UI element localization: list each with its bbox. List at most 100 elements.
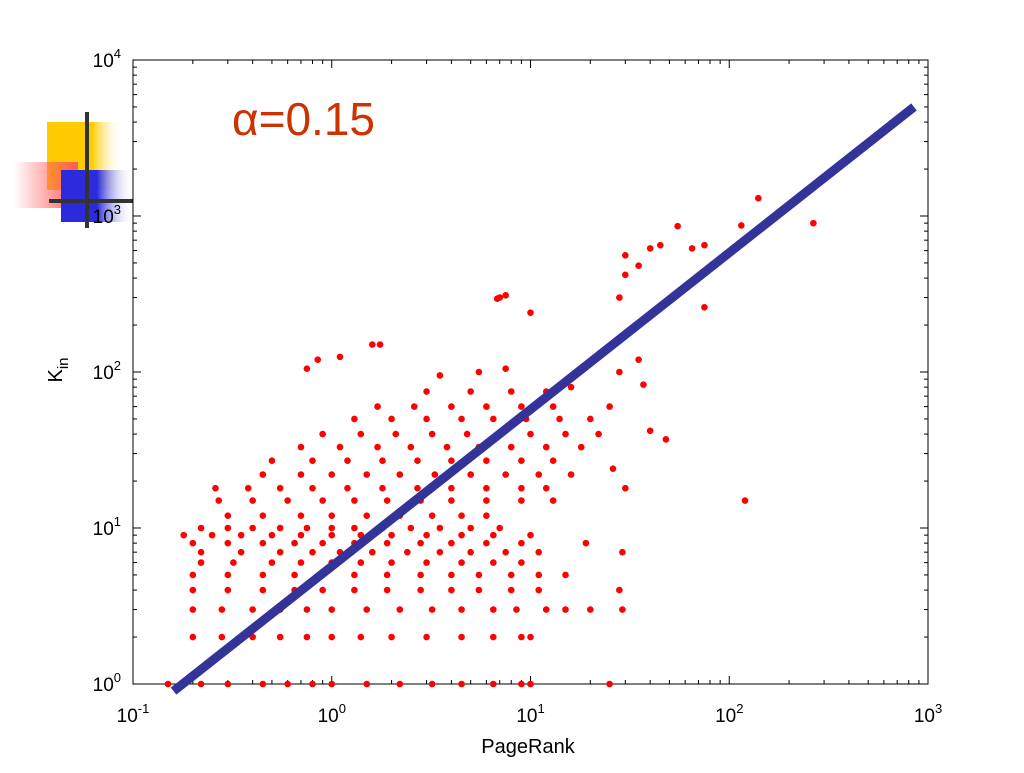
data-point — [467, 388, 474, 395]
data-point — [297, 559, 305, 566]
data-point — [448, 497, 455, 504]
data-point — [297, 512, 305, 519]
data-point — [344, 484, 351, 492]
data-point — [428, 512, 436, 519]
data-point — [249, 497, 256, 504]
data-point — [224, 680, 232, 688]
data-point — [249, 524, 256, 532]
data-point — [309, 548, 316, 556]
data-point — [443, 443, 451, 451]
data-point — [577, 443, 585, 451]
data-point — [259, 471, 267, 478]
x-tick-label: 103 — [914, 701, 942, 727]
data-point — [483, 403, 490, 410]
data-point — [303, 606, 311, 613]
data-point — [616, 368, 623, 376]
data-point — [392, 430, 400, 438]
data-point — [230, 559, 237, 566]
y-axis-label-subscript: in — [55, 357, 72, 369]
data-point — [357, 430, 365, 438]
data-point — [490, 633, 497, 641]
data-point — [502, 471, 509, 478]
data-point — [328, 524, 336, 532]
data-point — [587, 606, 594, 613]
data-point — [810, 219, 817, 227]
data-point — [423, 388, 430, 395]
data-point — [224, 586, 232, 594]
data-point — [268, 559, 276, 566]
data-point — [507, 571, 515, 579]
data-point — [414, 484, 421, 492]
data-point — [542, 443, 550, 451]
data-point — [407, 443, 415, 451]
data-point — [374, 403, 381, 410]
data-point — [646, 427, 654, 435]
data-point — [467, 471, 474, 478]
data-point — [436, 548, 444, 556]
data-point — [483, 497, 490, 504]
data-point — [619, 606, 626, 613]
data-point — [609, 465, 617, 472]
y-tick-label: 104 — [93, 46, 121, 72]
data-point — [297, 443, 305, 451]
data-point — [180, 531, 188, 539]
data-point — [741, 497, 749, 504]
x-tick-label: 10-1 — [117, 701, 150, 727]
data-point — [410, 403, 418, 410]
data-point — [328, 531, 336, 539]
data-point — [595, 430, 602, 438]
data-point — [518, 633, 525, 641]
data-point — [379, 484, 386, 492]
data-point — [396, 680, 404, 688]
data-point — [363, 606, 371, 613]
fit-line-group — [170, 103, 917, 695]
data-point — [527, 309, 534, 316]
data-point — [291, 571, 298, 579]
data-point — [458, 606, 465, 613]
data-point — [616, 586, 623, 594]
data-point — [396, 606, 404, 613]
data-point — [189, 586, 197, 594]
data-point — [562, 430, 569, 438]
data-point — [490, 680, 497, 688]
data-point — [428, 680, 436, 688]
data-point — [383, 497, 391, 504]
data-point — [428, 606, 436, 613]
data-point — [431, 471, 439, 478]
data-point — [507, 586, 515, 594]
data-point — [518, 403, 525, 410]
data-point — [351, 586, 358, 594]
x-tick-label: 100 — [318, 701, 346, 727]
data-point — [336, 353, 344, 361]
data-point — [582, 539, 590, 547]
x-tick-label: 102 — [715, 701, 743, 727]
data-point — [527, 680, 534, 688]
data-point — [490, 606, 497, 613]
data-point — [249, 606, 256, 613]
data-point — [314, 356, 322, 363]
data-point — [363, 512, 371, 519]
data-point — [549, 403, 557, 410]
data-point — [527, 633, 534, 641]
data-point — [259, 586, 267, 594]
data-point — [376, 341, 384, 348]
data-point — [458, 512, 465, 519]
data-point — [622, 271, 629, 279]
data-point — [535, 548, 543, 556]
data-point — [383, 539, 391, 547]
data-point — [587, 415, 594, 423]
data-point — [218, 633, 226, 641]
data-point — [635, 262, 642, 270]
data-point — [388, 415, 395, 423]
decorative-squares-logo — [14, 112, 133, 228]
data-point — [224, 512, 232, 519]
data-point — [189, 539, 197, 547]
data-point — [562, 606, 569, 613]
data-point — [436, 372, 444, 379]
plot-frame — [132, 59, 929, 685]
data-point — [490, 415, 497, 423]
data-point — [448, 586, 455, 594]
data-point — [319, 539, 326, 547]
data-point — [502, 292, 509, 299]
data-point — [549, 457, 557, 465]
